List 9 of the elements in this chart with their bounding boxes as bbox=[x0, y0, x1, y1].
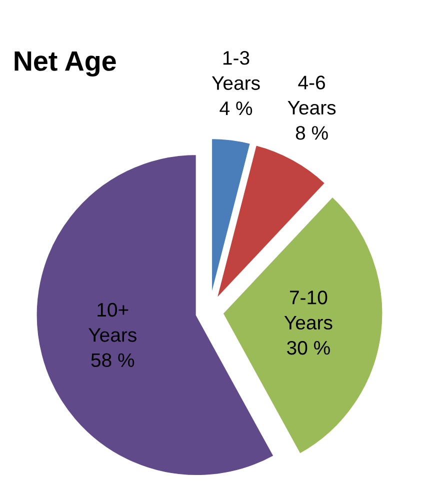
chart-title: Net Age bbox=[14, 52, 116, 77]
slice-label: 10+ Years bbox=[88, 302, 136, 342]
slice-label: 7-10 Years bbox=[284, 290, 332, 330]
data-label: 8 % bbox=[296, 126, 328, 140]
slice-label: 1-3 Years bbox=[212, 51, 260, 90]
data-label: 58 % bbox=[91, 353, 134, 368]
data-label: 30 % bbox=[287, 340, 330, 355]
data-label: 4 % bbox=[220, 101, 252, 116]
slice-label: 4-6 Years bbox=[288, 76, 336, 115]
